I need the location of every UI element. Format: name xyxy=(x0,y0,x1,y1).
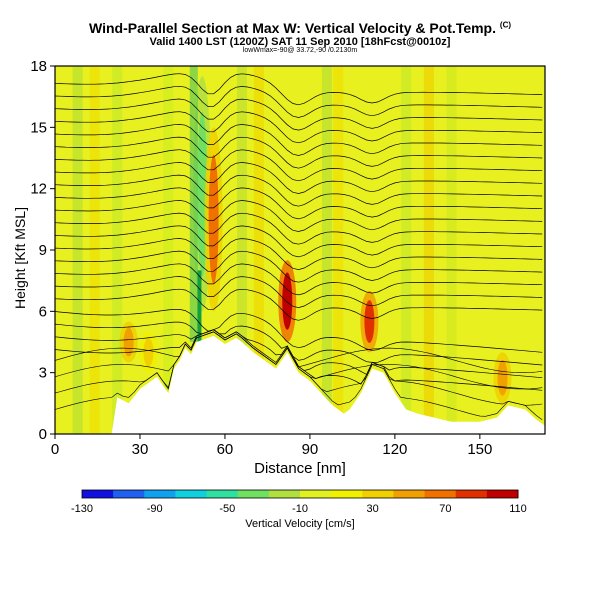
theta-contour xyxy=(54,200,543,232)
theta-contour xyxy=(54,187,543,220)
velocity-core xyxy=(208,154,219,284)
x-tick-label: 60 xyxy=(217,441,234,458)
velocity-core xyxy=(143,337,154,367)
colorbar-tick-label: -50 xyxy=(219,503,235,515)
colorbar-swatch xyxy=(175,490,208,498)
field-streak xyxy=(321,66,332,434)
colorbar-swatch xyxy=(455,490,488,498)
x-axis-label: Distance [nm] xyxy=(254,460,346,477)
colorbar-tick-label: 70 xyxy=(439,503,451,515)
theta-contour xyxy=(54,149,543,182)
colorbar-tick-label: -130 xyxy=(71,503,93,515)
field-background xyxy=(55,66,545,434)
x-tick-label: 0 xyxy=(51,441,59,458)
field-streak xyxy=(446,66,457,434)
theta-contour xyxy=(54,136,543,169)
y-tick-label: 9 xyxy=(39,242,47,259)
y-tick-label: 0 xyxy=(39,426,47,443)
theta-contour xyxy=(54,321,543,366)
colorbar-swatch xyxy=(362,490,394,498)
downdraft-band xyxy=(189,66,198,342)
field-streak xyxy=(333,66,344,434)
colorbar-swatch xyxy=(268,490,301,498)
velocity-core xyxy=(497,359,508,396)
theta-contour-low xyxy=(54,331,543,390)
x-tick-label: 150 xyxy=(467,441,492,458)
colorbar-label: Vertical Velocity [cm/s] xyxy=(245,518,355,530)
theta-contour xyxy=(54,124,543,156)
y-tick-label: 18 xyxy=(30,58,47,75)
colorbar-swatch xyxy=(393,490,426,498)
colorbar-swatch xyxy=(206,490,239,498)
x-tick-label: 30 xyxy=(132,441,149,458)
theta-contour xyxy=(54,288,543,321)
chart-location: lowWmax=-90@ 33.72,-90 /0.2130m xyxy=(242,47,358,54)
colorbar-tick-label: 110 xyxy=(509,503,527,515)
theta-contour xyxy=(54,276,543,308)
chart-title-text: Wind-Parallel Section at Max W: Vertical… xyxy=(88,20,497,36)
theta-contour xyxy=(54,162,543,194)
field-streak xyxy=(401,66,412,434)
field-streak xyxy=(112,66,123,434)
chart-title: Wind-Parallel Section at Max W: Vertical… xyxy=(0,20,600,36)
theta-contour xyxy=(54,111,543,144)
theta-contour xyxy=(54,85,543,118)
theta-contour xyxy=(54,73,543,106)
copyright-mark: (C) xyxy=(499,20,512,30)
theta-contour xyxy=(54,263,543,296)
field-streak xyxy=(89,66,100,434)
y-tick-label: 15 xyxy=(30,119,47,136)
field-streak xyxy=(423,66,434,434)
theta-contour xyxy=(54,309,543,353)
theta-contour xyxy=(54,212,543,245)
theta-contour xyxy=(54,174,543,207)
colorbar-swatch xyxy=(144,490,176,498)
colorbar-swatch xyxy=(331,490,363,498)
terrain xyxy=(55,335,545,434)
x-tick-label: 120 xyxy=(382,441,407,458)
velocity-core xyxy=(364,300,375,344)
velocity-core xyxy=(123,327,134,357)
colorbar-swatch xyxy=(424,490,457,498)
y-tick-label: 6 xyxy=(39,303,47,320)
theta-contour xyxy=(54,225,543,258)
field-streak xyxy=(236,66,247,434)
theta-contour-low xyxy=(54,331,543,373)
downdraft-core xyxy=(197,270,202,342)
colorbar-frame xyxy=(81,489,519,499)
colorbar-tick-label: -90 xyxy=(147,503,163,515)
field-streak xyxy=(163,66,174,434)
theta-contour xyxy=(54,238,543,270)
colorbar-swatch xyxy=(486,490,519,498)
colorbar-swatch xyxy=(300,490,332,498)
theta-contour xyxy=(54,250,543,283)
y-tick-label: 3 xyxy=(39,365,47,382)
colorbar-swatch xyxy=(82,490,114,498)
velocity-core xyxy=(282,272,293,330)
colorbar-tick-label: 30 xyxy=(367,503,379,515)
colorbar-swatch xyxy=(237,490,270,498)
colorbar-swatch xyxy=(113,490,145,498)
x-tick-label: 90 xyxy=(302,441,319,458)
y-tick-label: 12 xyxy=(30,181,47,198)
chart-subtitle: Valid 1400 LST (1200Z) SAT 11 Sep 2010 [… xyxy=(149,36,451,48)
colorbar-tick-label: -10 xyxy=(292,503,308,515)
field-streak xyxy=(72,66,83,434)
theta-contour xyxy=(54,98,543,131)
field-streak xyxy=(253,66,264,434)
